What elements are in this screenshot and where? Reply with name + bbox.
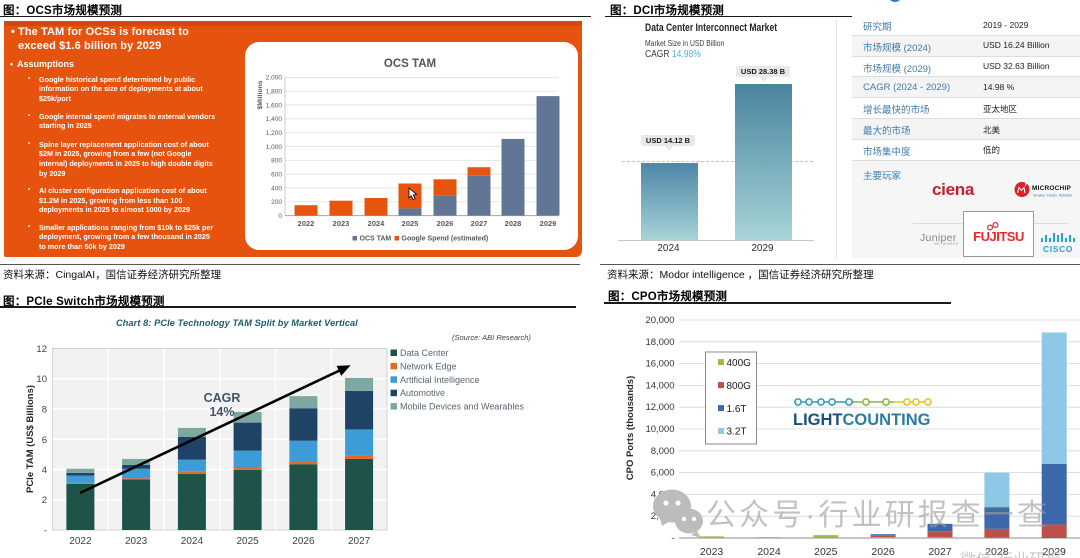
svg-text:1,800: 1,800 xyxy=(266,89,283,96)
svg-text:2027: 2027 xyxy=(928,546,952,558)
svg-text:2026: 2026 xyxy=(292,536,315,547)
svg-text:Artificial Intelligence: Artificial Intelligence xyxy=(400,375,480,385)
svg-text:12,000: 12,000 xyxy=(645,402,674,413)
svg-text:Smaller. Faster. Reliable.: Smaller. Faster. Reliable. xyxy=(1033,194,1073,198)
svg-text:1,600: 1,600 xyxy=(266,102,283,109)
svg-text:2023: 2023 xyxy=(333,219,350,228)
svg-text:2024: 2024 xyxy=(757,546,781,558)
svg-text:CISCO: CISCO xyxy=(1043,244,1073,254)
svg-text:1,200: 1,200 xyxy=(266,130,283,137)
svg-text:6: 6 xyxy=(42,435,47,446)
svg-text:2029: 2029 xyxy=(1043,546,1067,558)
svg-text:2028: 2028 xyxy=(985,546,1009,558)
svg-text:Network Edge: Network Edge xyxy=(400,361,457,371)
svg-text:6,000: 6,000 xyxy=(651,468,675,479)
svg-text:$Millions: $Millions xyxy=(257,80,264,109)
svg-text:400G: 400G xyxy=(727,358,752,369)
svg-text:1.6T: 1.6T xyxy=(727,404,747,415)
svg-text:2026: 2026 xyxy=(437,219,454,228)
svg-text:CAGR: CAGR xyxy=(204,391,241,405)
svg-text:4: 4 xyxy=(42,465,47,476)
svg-text:2025: 2025 xyxy=(402,219,419,228)
svg-text:-: - xyxy=(671,533,674,544)
svg-text:2022: 2022 xyxy=(298,219,315,228)
svg-text:20,000: 20,000 xyxy=(645,315,674,326)
svg-text:2026: 2026 xyxy=(871,546,895,558)
svg-text:1,400: 1,400 xyxy=(266,116,283,123)
svg-text:Data Center: Data Center xyxy=(400,348,449,358)
svg-text:2029: 2029 xyxy=(540,219,557,228)
svg-text:10: 10 xyxy=(36,374,47,385)
svg-text:Automotive: Automotive xyxy=(400,388,445,398)
svg-text:OCS TAM: OCS TAM xyxy=(384,58,436,70)
svg-text:12: 12 xyxy=(36,344,47,355)
svg-text:14%: 14% xyxy=(209,405,234,419)
svg-text:2028: 2028 xyxy=(505,219,522,228)
svg-text:14,000: 14,000 xyxy=(645,380,674,391)
svg-text:2024: 2024 xyxy=(181,536,204,547)
svg-text:0: 0 xyxy=(278,213,282,220)
svg-text:CPO Ports (thousands): CPO Ports (thousands) xyxy=(625,376,636,481)
svg-text:1,000: 1,000 xyxy=(266,144,283,151)
svg-text:2023: 2023 xyxy=(125,536,148,547)
svg-text:600: 600 xyxy=(271,171,282,178)
svg-text:16,000: 16,000 xyxy=(645,359,674,370)
svg-text:2027: 2027 xyxy=(348,536,371,547)
svg-text:2024: 2024 xyxy=(368,219,386,228)
svg-text:2023: 2023 xyxy=(700,546,724,558)
svg-text:2025: 2025 xyxy=(236,536,259,547)
svg-text:2022: 2022 xyxy=(69,536,92,547)
svg-text:Mobile Devices and Wearables: Mobile Devices and Wearables xyxy=(400,402,524,412)
svg-text:8: 8 xyxy=(42,405,47,416)
svg-text:8,000: 8,000 xyxy=(651,446,675,457)
svg-text:200: 200 xyxy=(271,199,282,206)
svg-text:3.2T: 3.2T xyxy=(727,427,747,438)
svg-text:800G: 800G xyxy=(727,381,752,392)
svg-text:2: 2 xyxy=(42,495,47,506)
svg-text:PCIe TAM (US$ Billions): PCIe TAM (US$ Billions) xyxy=(25,385,36,493)
svg-text:2,000: 2,000 xyxy=(266,75,283,82)
svg-text:10,000: 10,000 xyxy=(645,424,674,435)
svg-text:2027: 2027 xyxy=(471,219,488,228)
svg-text:Google Spend (estimated): Google Spend (estimated) xyxy=(402,236,489,243)
svg-text:OCS TAM: OCS TAM xyxy=(360,236,392,243)
svg-text:-: - xyxy=(44,526,47,537)
svg-text:LIGHTCOUNTING: LIGHTCOUNTING xyxy=(793,411,931,429)
svg-text:400: 400 xyxy=(271,185,282,192)
svg-text:800: 800 xyxy=(271,158,282,165)
svg-text:MICROCHIP: MICROCHIP xyxy=(1032,185,1071,192)
svg-text:18,000: 18,000 xyxy=(645,337,674,348)
svg-text:2025: 2025 xyxy=(814,546,838,558)
